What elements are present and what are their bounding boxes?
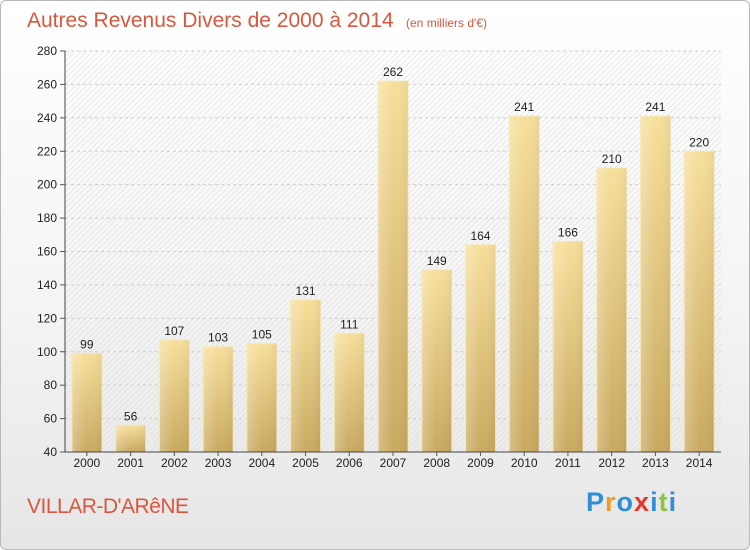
y-tick-label: 220 — [37, 144, 57, 158]
bar-shade — [465, 244, 496, 452]
logo-letter: i — [650, 487, 659, 517]
x-tick-label: 2010 — [511, 456, 538, 470]
x-tick-label: 2001 — [117, 456, 144, 470]
y-tick-label: 160 — [37, 245, 57, 259]
value-label: 99 — [80, 337, 94, 351]
value-label: 210 — [602, 152, 622, 166]
y-tick-label: 280 — [37, 44, 57, 58]
chart-title: Autres Revenus Divers de 2000 à 2014 — [27, 9, 394, 32]
proxiti-logo: Proxiti — [586, 487, 677, 518]
bar-shade — [596, 167, 627, 453]
value-label: 241 — [645, 100, 665, 114]
bars — [71, 80, 715, 453]
logo-letter: i — [668, 487, 678, 517]
x-tick-label: 2007 — [380, 456, 407, 470]
x-tick-label: 2013 — [642, 456, 669, 470]
x-tick-label: 2009 — [467, 456, 494, 470]
x-tick-label: 2012 — [598, 456, 625, 470]
y-tick-label: 200 — [37, 178, 57, 192]
y-tick-label: 40 — [44, 445, 58, 459]
value-label: 166 — [558, 225, 578, 239]
y-tick-label: 120 — [37, 311, 57, 325]
y-tick-label: 140 — [37, 278, 57, 292]
value-label: 220 — [689, 135, 709, 149]
bar-shade — [71, 353, 102, 452]
bar-shade — [334, 333, 365, 452]
bar-shade — [203, 346, 234, 452]
x-tick-label: 2005 — [292, 456, 319, 470]
x-tick-label: 2004 — [248, 456, 275, 470]
chart-subtitle: (en milliers d'€) — [406, 16, 487, 30]
bar-shade — [421, 269, 452, 452]
x-tick-label: 2008 — [423, 456, 450, 470]
bar-shade — [290, 299, 321, 452]
logo-letter: t — [658, 487, 669, 517]
y-tick-label: 240 — [37, 111, 57, 125]
bar-shade — [640, 116, 671, 452]
value-label: 149 — [427, 254, 447, 268]
value-label: 262 — [383, 65, 403, 79]
y-tick-label: 100 — [37, 345, 57, 359]
x-tick-label: 2002 — [161, 456, 188, 470]
x-tick-label: 2011 — [555, 456, 581, 470]
y-tick-label: 80 — [44, 378, 58, 392]
axes — [64, 51, 721, 456]
chart-title-block: Autres Revenus Divers de 2000 à 2014 (en… — [27, 9, 487, 33]
bar-shade — [552, 241, 583, 452]
value-label: 111 — [340, 317, 359, 331]
x-tick-labels: 2000 2001 2002 2003 2004 2005 2006 2007 2008 2009… — [74, 456, 713, 470]
y-tick-label: 60 — [44, 412, 58, 426]
x-tick-label: 2006 — [336, 456, 363, 470]
value-labels: 99 56 107 103 105 131 111 262 149 164 241 166 210 241… — [80, 65, 709, 423]
y-tick-label: 260 — [37, 77, 57, 91]
bar-shade — [159, 340, 190, 452]
y-tick-labels: 40 60 80 100 120 140 160 180 200 220 240 260 280 — [37, 44, 57, 459]
bar-shade — [246, 343, 277, 452]
value-label: 241 — [514, 100, 534, 114]
value-label: 105 — [252, 327, 272, 341]
commune-name: VILLAR-D'ARêNE — [27, 495, 189, 518]
value-label: 164 — [470, 229, 490, 243]
logo-letter: r — [605, 487, 617, 517]
logo-letter: x — [634, 487, 651, 517]
x-tick-label: 2003 — [205, 456, 232, 470]
value-label: 56 — [124, 409, 138, 423]
bar-shade — [115, 425, 146, 452]
value-label: 131 — [296, 284, 316, 298]
x-tick-label: 2014 — [686, 456, 713, 470]
x-tick-label: 2000 — [74, 456, 101, 470]
logo-letter: o — [616, 487, 635, 517]
logo-letter: P — [586, 487, 606, 517]
bar-shade — [509, 116, 540, 452]
bar-shade — [684, 151, 715, 452]
value-label: 107 — [164, 324, 184, 338]
y-tick-label: 180 — [37, 211, 57, 225]
bar-shade — [378, 81, 408, 452]
value-label: 103 — [208, 331, 228, 345]
